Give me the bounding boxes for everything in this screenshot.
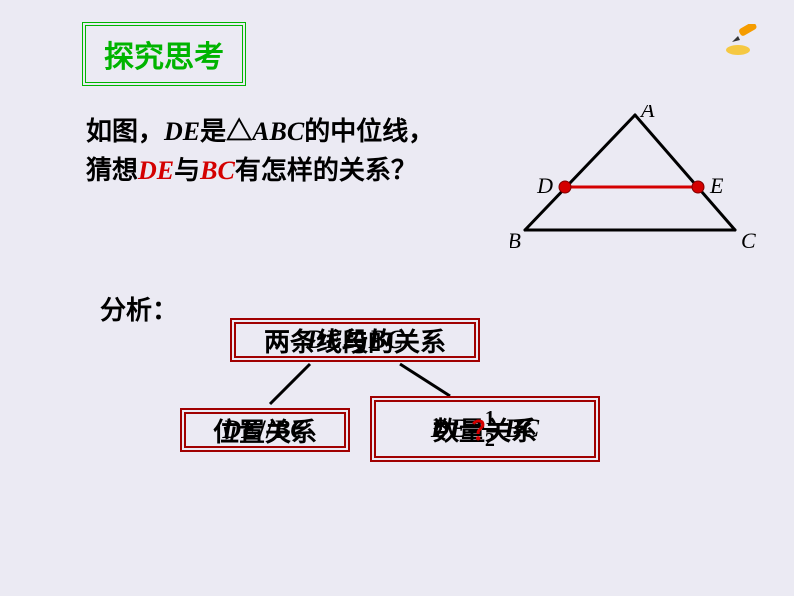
abc-text: ABC: [252, 117, 304, 146]
svg-text:C: C: [741, 228, 756, 253]
t: BC: [504, 414, 539, 444]
fg-text: DE与BC: [264, 322, 446, 359]
t: //: [258, 415, 272, 445]
position-relation-box: 位置关系 DE // BC: [180, 408, 350, 452]
fg-text: DE // BC: [213, 412, 317, 449]
text: 与: [174, 156, 200, 185]
t: BC: [369, 325, 404, 355]
bc-red: BC: [200, 156, 235, 185]
problem-text: 如图，DE是△ABC的中位线， 猜想DE与BC有怎样的关系？: [86, 112, 516, 190]
quantity-relation-box: 数量关系 DE = ？ 1 2 BC: [370, 396, 600, 462]
svg-text:A: A: [639, 105, 655, 122]
svg-text:D: D: [536, 173, 553, 198]
title-box: 探究思考: [82, 22, 246, 86]
t: DE: [431, 414, 467, 444]
pen-icon: [724, 24, 764, 61]
text: 猜想: [86, 156, 138, 185]
analysis-label: 分析：: [100, 290, 178, 327]
fg-text: DE = ？ 1 2 BC: [433, 411, 537, 448]
text: 如图，: [86, 117, 164, 146]
text: 是△: [200, 117, 252, 146]
t: BC: [273, 415, 308, 445]
t: DE: [222, 415, 258, 445]
question-mark: ？: [472, 411, 498, 448]
triangle-diagram: A B C D E: [510, 105, 770, 255]
title-text: 探究思考: [104, 41, 224, 74]
de-red: DE: [138, 156, 174, 185]
t: 与: [343, 322, 369, 359]
de-text: DE: [164, 117, 200, 146]
svg-text:B: B: [510, 228, 521, 253]
t: DE: [307, 325, 343, 355]
text: 有怎样的关系？: [235, 156, 417, 185]
svg-text:E: E: [709, 173, 724, 198]
analysis-diagram: 两条线段的关系 DE与BC 位置关系 DE // BC 数量关系 DE = ？ …: [180, 318, 620, 518]
text: 的中位线，: [304, 117, 434, 146]
relation-box-top: 两条线段的关系 DE与BC: [230, 318, 480, 362]
